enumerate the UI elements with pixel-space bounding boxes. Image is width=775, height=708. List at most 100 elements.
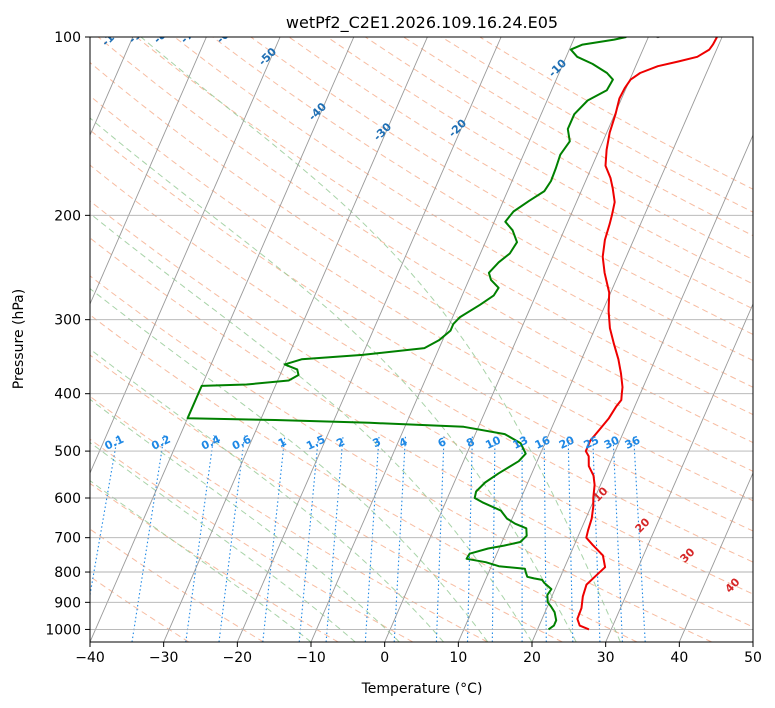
dry-adiabat [90, 164, 753, 563]
dry-adiabat [90, 200, 753, 595]
wetbulb-label: 40 [723, 575, 743, 595]
isotherm [531, 134, 753, 642]
isotherm [457, 37, 723, 642]
x-axis-title: Temperature (°C) [361, 681, 483, 697]
mixing-ratio-line [543, 435, 547, 642]
isotherm [163, 37, 428, 642]
x-tick-label: 30 [597, 650, 615, 666]
mixing-ratio-label: 25 [582, 434, 601, 452]
moist-adiabat [90, 212, 533, 642]
moist-adiabat [90, 287, 489, 642]
dewpoint-profile-line [186, 37, 627, 631]
isotherms [90, 37, 753, 642]
mixing-ratio-label: 0.4 [199, 433, 222, 453]
dry-adiabats [90, 37, 753, 642]
y-tick-label: 400 [54, 387, 81, 403]
isotherm [90, 37, 355, 642]
height-label: -60 [214, 23, 237, 46]
isotherm [605, 302, 753, 642]
mixing-ratio-line [90, 435, 119, 598]
dry-adiabat [90, 482, 339, 642]
isotherm [310, 37, 576, 642]
mixing-ratio-line [298, 435, 320, 642]
y-tick-label: 500 [54, 444, 81, 460]
mixing-ratio-line [262, 435, 286, 642]
moist-adiabat [90, 480, 312, 642]
y-tick-label: 100 [54, 30, 81, 46]
y-axis-title: Pressure (hPa) [11, 289, 27, 389]
dry-adiabat [97, 37, 753, 444]
mixing-ratio-label: 4 [397, 435, 410, 450]
dry-adiabat [250, 37, 753, 335]
isotherm [384, 37, 649, 642]
mixing-ratio-label: 20 [557, 433, 577, 451]
plot-area: 0.1 0.2 0.4 0.6 1 1.5 2 3 4 6 8 10 13 16 20 25 30 36-100-… [90, 23, 753, 642]
height-label: -70 [178, 23, 201, 46]
y-tick-label: 300 [54, 313, 81, 329]
y-tick-label: 800 [54, 565, 81, 581]
dry-adiabat [212, 37, 753, 362]
dry-adiabat [90, 61, 753, 472]
profile-lines [186, 37, 718, 631]
mixing-ratio-label: 6 [436, 435, 449, 450]
moist-adiabat [90, 441, 356, 642]
mixing-ratio-label: 1 [276, 435, 288, 450]
dry-adiabat [90, 314, 638, 642]
mixing-ratio-line [633, 435, 646, 642]
x-axis-ticks: −40 −30 −20 −10 0 10 20 30 40 50 [75, 642, 762, 666]
isotherm [90, 37, 207, 306]
mixing-ratio-label: 36 [623, 433, 643, 451]
height-label: -90 [126, 23, 149, 46]
x-tick-label: 50 [744, 650, 762, 666]
mixing-ratio-line [218, 435, 246, 642]
mixing-ratio-label: 0.6 [230, 433, 253, 453]
mixing-ratio-line [592, 435, 601, 642]
pressure-gridlines [90, 37, 753, 630]
dry-adiabat [90, 237, 753, 628]
mixing-ratio-line [567, 435, 574, 642]
dry-adiabat [90, 395, 488, 642]
isotherm [752, 640, 753, 642]
mixing-ratio-label: 30 [602, 433, 622, 451]
dry-adiabat [90, 528, 264, 642]
dry-adiabat [326, 37, 753, 285]
height-label: -80 [151, 23, 174, 46]
isotherm [678, 471, 753, 642]
height-label: -10 [546, 56, 569, 79]
x-tick-label: 20 [523, 650, 541, 666]
dry-adiabat [174, 37, 753, 388]
isotherm [236, 37, 502, 642]
dry-adiabat [90, 95, 753, 502]
x-tick-label: 40 [670, 650, 688, 666]
mixing-ratio-label: 2 [334, 435, 346, 450]
dry-adiabat [90, 275, 712, 642]
dry-adiabat [90, 438, 414, 642]
mixing-ratio-line [435, 435, 445, 642]
mixing-ratio-line [612, 435, 623, 642]
dry-adiabat [441, 37, 753, 213]
temperature-profile-line [576, 37, 718, 631]
x-tick-label: 10 [449, 650, 467, 666]
dry-adiabat [90, 129, 753, 532]
wetbulb-label: 30 [678, 545, 698, 565]
x-tick-label: 0 [380, 650, 389, 666]
wetbulb-label: 20 [633, 515, 653, 535]
moist-adiabat [90, 398, 400, 642]
dry-adiabat [365, 37, 753, 261]
y-tick-label: 200 [54, 208, 81, 224]
y-tick-label: 700 [54, 531, 81, 547]
x-tick-label: −40 [75, 650, 105, 666]
x-tick-label: −30 [149, 650, 179, 666]
mixing-ratio-label: 16 [533, 433, 553, 451]
mixing-ratio-label: 10 [483, 433, 503, 451]
mixing-ratio-label: 3 [371, 435, 383, 450]
y-axis-ticks: 100 200 300 400 500 600 700 800 900 1000 [45, 30, 90, 638]
mixing-ratio-line [491, 435, 496, 642]
height-label: -50 [256, 45, 279, 68]
line-labels: 0.1 0.2 0.4 0.6 1 1.5 2 3 4 6 8 10 13 16 20 25 30 36-100-… [99, 23, 743, 596]
mixing-ratio-line [466, 435, 473, 642]
mixing-ratio-lines [90, 435, 646, 642]
mixing-ratio-label: 8 [464, 435, 476, 450]
height-label: -40 [306, 100, 329, 123]
mixing-ratio-label: 0.2 [149, 433, 172, 453]
